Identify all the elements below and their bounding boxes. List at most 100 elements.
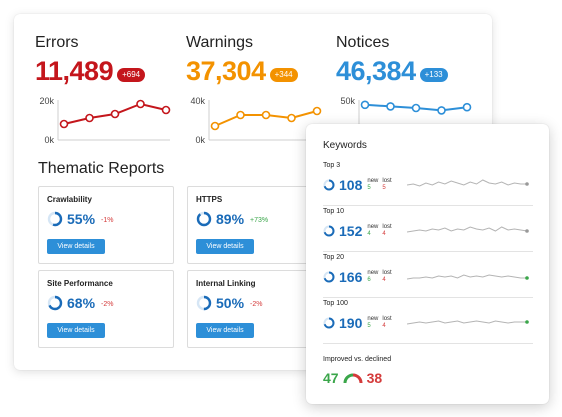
keyword-row-top-10: Top 10 152 new lost 4 4 xyxy=(323,208,533,252)
view-details-button[interactable]: View details xyxy=(47,239,105,254)
metric-badge: +344 xyxy=(269,67,298,82)
sparkline-end-dot xyxy=(525,229,529,233)
axis-tick-label: 40k xyxy=(190,96,205,106)
report-card-internal-linking: Internal Linking 50% -2% View details xyxy=(187,270,323,348)
sparkline-path xyxy=(407,226,528,233)
trend-point xyxy=(161,105,171,115)
new-count: 5 xyxy=(367,185,371,191)
new-label: new xyxy=(367,270,379,276)
keyword-row-top-20: Top 20 166 new lost 6 4 xyxy=(323,254,533,298)
keyword-row-label: Top 20 xyxy=(323,254,345,261)
axis-tick-label: 0k xyxy=(195,135,205,144)
keyword-count: 152 xyxy=(339,223,363,239)
keyword-row-label: Top 10 xyxy=(323,208,345,215)
new-count: 6 xyxy=(367,277,371,283)
report-change: -2% xyxy=(101,301,114,308)
metric-errors: Errors 11,489 +694 xyxy=(35,34,146,87)
errors-trend-chart: 20k 0k xyxy=(39,96,171,144)
trend-point xyxy=(437,106,446,115)
progress-ring-icon xyxy=(323,225,335,237)
view-details-button[interactable]: View details xyxy=(47,323,105,338)
sparkline-end-dot xyxy=(525,320,529,324)
sparkline-end-dot xyxy=(525,276,529,280)
report-value: 55% xyxy=(67,211,96,227)
trend-point xyxy=(110,109,120,119)
trend-point xyxy=(136,99,145,109)
trend-point xyxy=(287,113,296,123)
report-name: Site Performance xyxy=(47,279,113,288)
report-value: 68% xyxy=(67,295,96,311)
trend-point xyxy=(85,113,94,123)
sparkline-path xyxy=(407,320,527,325)
trend-point xyxy=(462,102,472,112)
trend-point xyxy=(210,121,220,131)
trend-point xyxy=(411,103,421,113)
report-change: +73% xyxy=(250,217,269,224)
sparkline-end-dot xyxy=(525,182,529,186)
metric-value: 46,384 xyxy=(336,56,416,86)
metric-value: 37,304 xyxy=(186,56,266,86)
declined-count: 38 xyxy=(366,370,383,386)
trend-point xyxy=(261,110,271,120)
report-card-crawlability: Crawlability 55% -1% View details xyxy=(38,186,174,264)
progress-ring-icon xyxy=(323,271,335,283)
axis-tick-label: 0k xyxy=(44,135,54,144)
report-value: 50% xyxy=(216,295,245,311)
new-label: new xyxy=(367,316,379,322)
progress-ring-icon xyxy=(323,317,335,329)
progress-ring-icon xyxy=(47,295,63,311)
metric-badge: +694 xyxy=(117,67,146,82)
keyword-sparkline xyxy=(407,274,529,280)
new-count: 5 xyxy=(367,323,371,329)
trend-point xyxy=(360,100,370,110)
metric-title: Notices xyxy=(336,34,390,51)
report-card-site-performance: Site Performance 68% -2% View details xyxy=(38,270,174,348)
report-name: Internal Linking xyxy=(196,279,256,288)
report-card-https: HTTPS 89% +73% View details xyxy=(187,186,323,264)
keyword-sparkline xyxy=(407,179,529,187)
axis-tick-label: 50k xyxy=(340,96,355,106)
trend-point xyxy=(59,119,69,129)
keyword-count: 166 xyxy=(339,269,363,285)
gauge-icon xyxy=(343,373,363,384)
improved-count: 47 xyxy=(323,370,339,386)
lost-count: 4 xyxy=(382,277,386,283)
new-count: 4 xyxy=(367,231,371,237)
sparkline-path xyxy=(407,179,527,187)
metric-title: Errors xyxy=(35,34,79,51)
lost-count: 4 xyxy=(382,231,386,237)
keyword-row-label: Top 100 xyxy=(323,300,348,307)
warnings-trend-chart: 40k 0k xyxy=(190,96,322,144)
metric-badge: +133 xyxy=(419,67,448,82)
trend-point xyxy=(312,106,322,116)
keyword-row-top-100: Top 100 190 new lost 5 4 xyxy=(323,300,533,344)
axis-tick-label: 20k xyxy=(39,96,54,106)
lost-label: lost xyxy=(382,224,392,230)
keyword-row-top-3: Top 3 108 new lost 5 5 xyxy=(323,162,533,206)
metric-notices: Notices 46,384 +133 xyxy=(336,34,448,87)
lost-count: 4 xyxy=(382,323,386,329)
metric-value: 11,489 xyxy=(35,56,114,86)
view-details-button[interactable]: View details xyxy=(196,323,254,338)
keywords-card: Keywords Top 3 108 new lost 5 5 Top 10 1… xyxy=(306,124,549,404)
view-details-button[interactable]: View details xyxy=(196,239,254,254)
trend-point xyxy=(386,102,395,111)
improved-vs-declined: 47 38 xyxy=(323,370,382,386)
lost-label: lost xyxy=(382,178,392,184)
report-name: Crawlability xyxy=(47,195,92,204)
improved-vs-declined-label: Improved vs. declined xyxy=(323,356,392,363)
report-change: -2% xyxy=(250,301,263,308)
keyword-count: 190 xyxy=(339,315,363,331)
lost-label: lost xyxy=(382,316,392,322)
sparkline-path xyxy=(407,274,527,280)
keyword-sparkline xyxy=(407,320,529,325)
new-label: new xyxy=(367,224,379,230)
new-label: new xyxy=(367,178,379,184)
progress-ring-icon xyxy=(196,295,212,311)
trend-point xyxy=(236,110,245,120)
keyword-sparkline xyxy=(407,226,529,233)
keywords-title: Keywords xyxy=(323,140,367,151)
progress-ring-icon xyxy=(47,211,63,227)
progress-ring-icon xyxy=(196,211,212,227)
